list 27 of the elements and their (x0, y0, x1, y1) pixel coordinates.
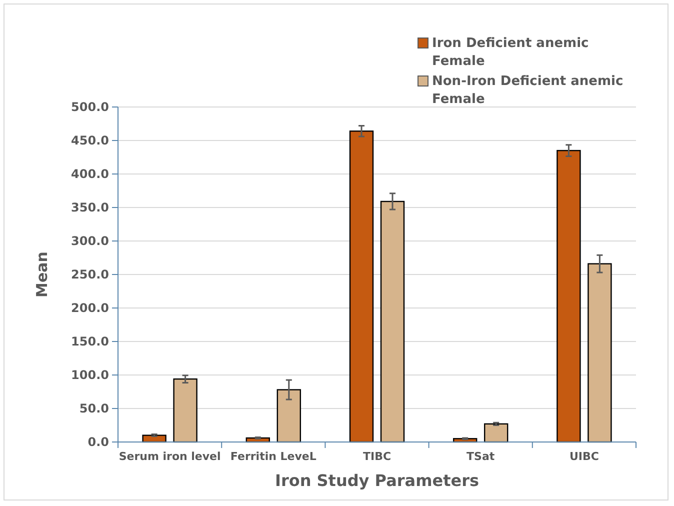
x-tick-label: Ferritin LeveL (230, 450, 316, 463)
bar (349, 130, 374, 443)
y-tick-label: 200.0 (71, 300, 109, 315)
y-tick-label: 250.0 (71, 267, 109, 282)
legend-label: Non-Iron Deficient anemic Female (432, 74, 624, 107)
y-tick-label: 500.0 (71, 100, 109, 114)
x-tick-label: Serum iron level (118, 450, 221, 463)
y-tick-label: 100.0 (71, 368, 109, 382)
bar (556, 150, 581, 443)
x-tick-label: UIBC (569, 450, 599, 463)
y-tick-label: 400.0 (71, 166, 109, 181)
bar (173, 378, 198, 443)
x-tick-label: TIBC (362, 450, 392, 463)
y-tick-label: 50.0 (79, 401, 109, 416)
y-tick-label: 0.0 (88, 434, 109, 449)
y-axis-title: Mean (33, 252, 51, 298)
y-tick-label: 300.0 (71, 234, 109, 248)
legend-label: Iron Deficient anemic Female (432, 36, 589, 69)
x-tick-label: TSat (466, 450, 495, 463)
bar (588, 263, 612, 443)
y-tick-label: 450.0 (71, 133, 109, 148)
x-axis-title: Iron Study Parameters (274, 471, 480, 490)
y-tick-label: 150.0 (71, 334, 109, 348)
bar (380, 200, 405, 443)
y-tick-label: 350.0 (71, 200, 109, 214)
bar (484, 423, 508, 443)
bar (276, 389, 301, 443)
